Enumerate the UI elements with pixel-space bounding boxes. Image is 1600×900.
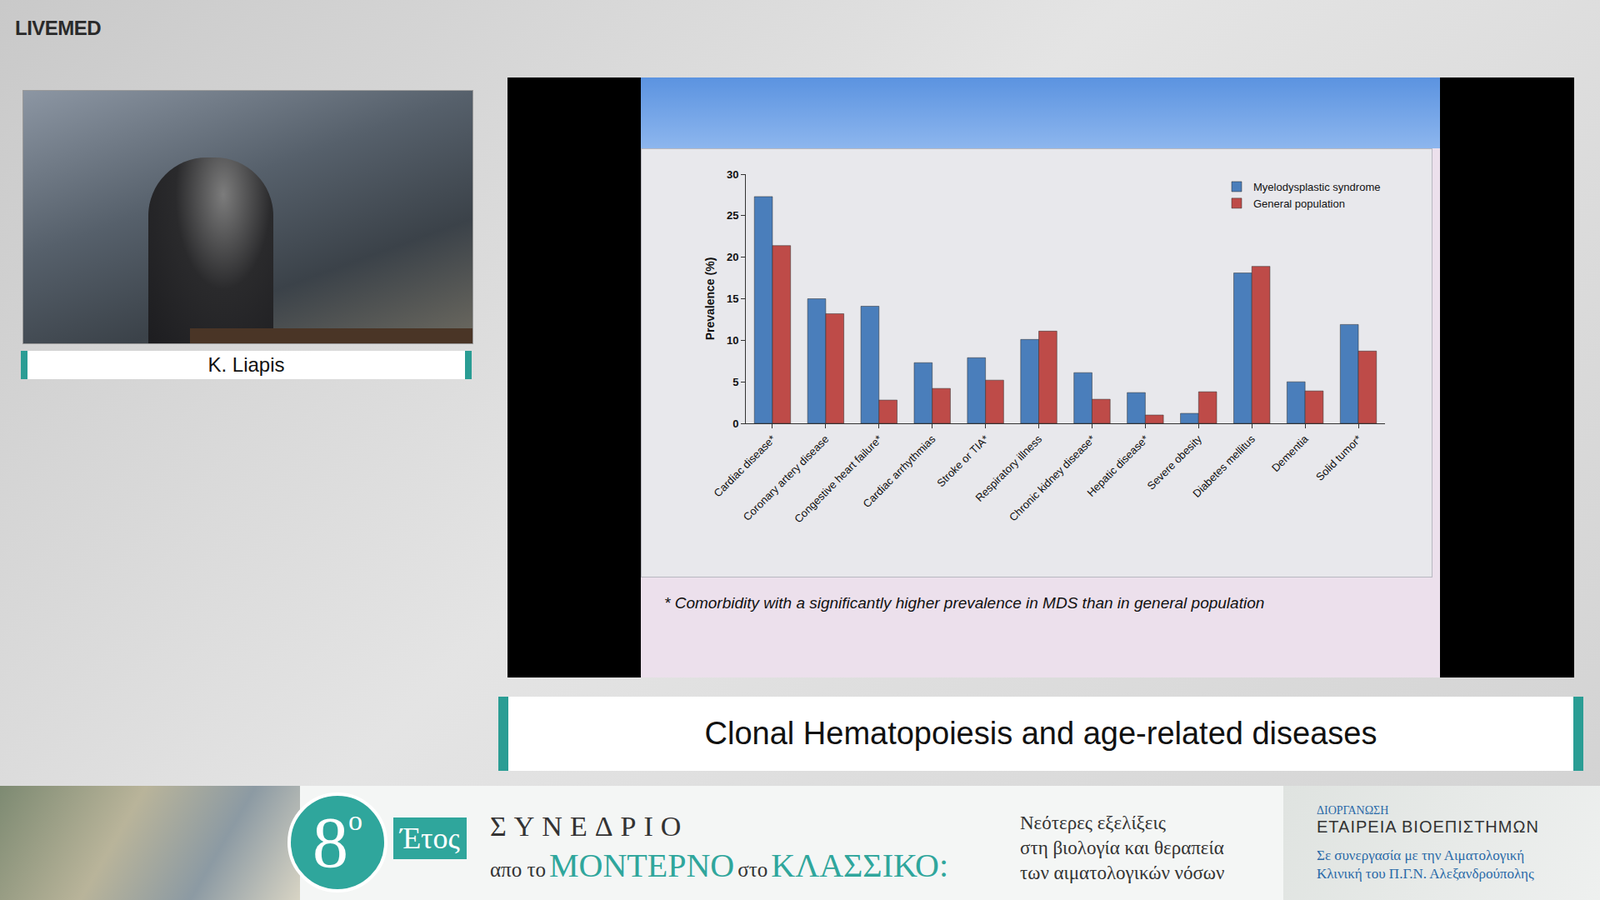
html-text:ο: ο: [348, 805, 363, 836]
svg-text:Respiratory illness: Respiratory illness: [973, 432, 1045, 505]
svg-text:Cardiac arrhythmias: Cardiac arrhythmias: [860, 432, 939, 510]
html-text:Σε συνεργασία με την Αιματολογ: Σε συνεργασία με την Αιματολογική: [1316, 847, 1525, 864]
svg-text:0: 0: [732, 417, 739, 430]
svg-text:Chronic kidney disease*: Chronic kidney disease*: [1006, 432, 1098, 524]
svg-text:20: 20: [726, 250, 739, 264]
svg-text:10: 10: [726, 334, 739, 347]
html-text:των αιματολογικών νόσων: των αιματολογικών νόσων: [1020, 862, 1225, 884]
html-text:ΣΥΝΕΔΡΙΟ: ΣΥΝΕΔΡΙΟ: [490, 810, 689, 842]
svg-text:30: 30: [726, 168, 739, 181]
html-text:* Comorbidity with a significa: * Comorbidity with a significantly highe…: [664, 594, 1265, 612]
html-text:απο τοΜΟΝΤΕΡΝΟστοΚΛΑΣΣΙΚΟ:: απο τοΜΟΝΤΕΡΝΟστοΚΛΑΣΣΙΚΟ:: [490, 846, 949, 885]
svg-text:General population: General population: [1253, 197, 1345, 210]
svg-text:Stroke or TIA*: Stroke or TIA*: [934, 432, 991, 490]
html-text:Νεότερες εξελίξεις: Νεότερες εξελίξεις: [1020, 812, 1166, 834]
svg-text:Hepatic disease*: Hepatic disease*: [1084, 432, 1151, 500]
svg-text:Diabetes mellitus: Diabetes mellitus: [1190, 432, 1258, 500]
html-text:στη βιολογία και θεραπεία: στη βιολογία και θεραπεία: [1020, 837, 1224, 859]
svg-text:Severe obesity: Severe obesity: [1145, 432, 1205, 493]
svg-text:Coronary artery disease: Coronary artery disease: [740, 432, 832, 524]
html-text:ΔΙΟΡΓΑΝΩΣΗ: ΔΙΟΡΓΑΝΩΣΗ: [1316, 804, 1389, 817]
svg-text:Congestive heart failure*: Congestive heart failure*: [791, 432, 885, 525]
html-text:Clonal Hematopoiesis and age-r: Clonal Hematopoiesis and age-related dis…: [704, 715, 1378, 751]
svg-text:Solid tumor*: Solid tumor*: [1313, 432, 1365, 484]
svg-text:Prevalence (%): Prevalence (%): [703, 257, 717, 341]
html-text:ΕΤΑΙΡΕΙΑ ΒΙΟΕΠΙΣΤΗΜΩΝ: ΕΤΑΙΡΕΙΑ ΒΙΟΕΠΙΣΤΗΜΩΝ: [1316, 817, 1540, 836]
svg-text:Dementia: Dementia: [1269, 432, 1311, 475]
svg-text:25: 25: [726, 209, 739, 222]
html-text:LIVEMED: LIVEMED: [15, 16, 101, 40]
html-text:8: 8: [312, 802, 349, 883]
html-text:Έτος: Έτος: [400, 821, 460, 855]
svg-text:Myelodysplastic syndrome: Myelodysplastic syndrome: [1253, 180, 1380, 194]
svg-text:Cardiac disease*: Cardiac disease*: [711, 432, 779, 500]
html-text:K. Liapis: K. Liapis: [207, 353, 285, 376]
svg-text:5: 5: [732, 375, 739, 389]
html-text:Κλινική του Π.Γ.Ν. Αλεξανδρούπ: Κλινική του Π.Γ.Ν. Αλεξανδρούπολης: [1316, 865, 1534, 882]
svg-text:15: 15: [726, 292, 739, 305]
